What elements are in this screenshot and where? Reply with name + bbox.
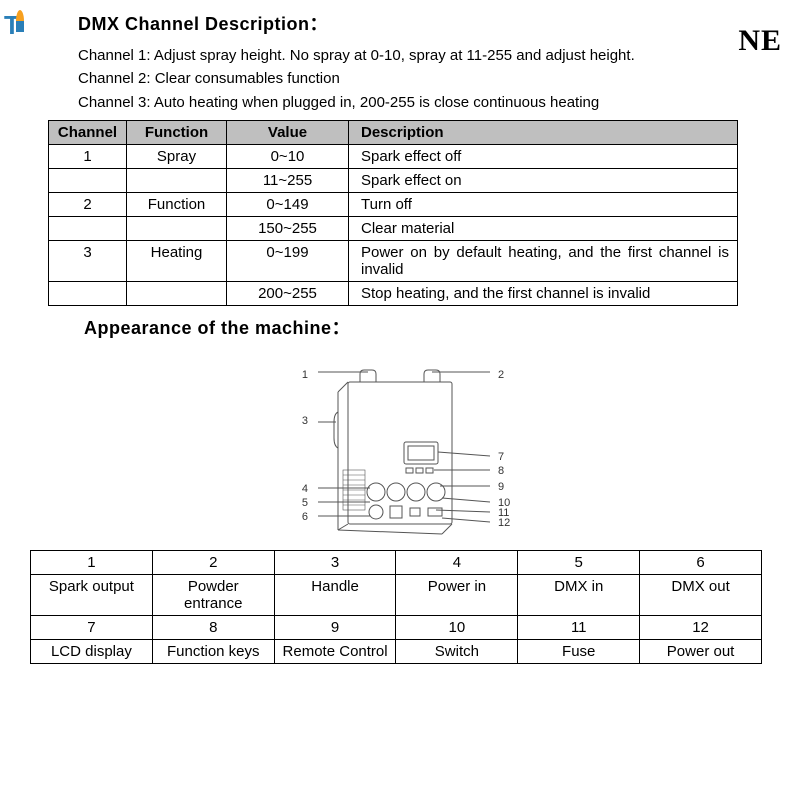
- cell-desc: Stop heating, and the first channel is i…: [349, 281, 738, 305]
- cell-desc: Turn off: [349, 192, 738, 216]
- machine-diagram: 134562789101112: [78, 352, 752, 540]
- cell-num: 11: [518, 615, 640, 639]
- cell-name: Fuse: [518, 639, 640, 663]
- svg-text:1: 1: [302, 369, 308, 381]
- cell-ch: [49, 281, 127, 305]
- svg-text:12: 12: [498, 517, 510, 529]
- svg-text:2: 2: [498, 369, 504, 381]
- cell-val: 11~255: [227, 168, 349, 192]
- cell-name: LCD display: [31, 639, 153, 663]
- cell-num: 2: [152, 550, 274, 574]
- logo-flame-icon: [16, 10, 24, 32]
- cell-val: 0~10: [227, 144, 349, 168]
- cell-name: DMX out: [640, 574, 762, 615]
- cell-ch: [49, 216, 127, 240]
- cell-desc: Clear material: [349, 216, 738, 240]
- svg-text:6: 6: [302, 511, 308, 523]
- th-description: Description: [349, 120, 738, 144]
- cell-num: 3: [274, 550, 396, 574]
- cell-num: 7: [31, 615, 153, 639]
- cell-name: Function keys: [152, 639, 274, 663]
- cell-name: Powder entrance: [152, 574, 274, 615]
- table-row: 2 Function 0~149 Turn off: [49, 192, 738, 216]
- cell-desc: Power on by default heating, and the fir…: [349, 240, 738, 281]
- section-title-dmx: DMX Channel Description：: [78, 10, 752, 36]
- section-title-appearance: Appearance of the machine：: [84, 314, 752, 340]
- th-function: Function: [127, 120, 227, 144]
- svg-text:3: 3: [302, 415, 308, 427]
- table-row: 7 8 9 10 11 12: [31, 615, 762, 639]
- cell-val: 150~255: [227, 216, 349, 240]
- cell-fn: Heating: [127, 240, 227, 281]
- parts-table: 1 2 3 4 5 6 Spark output Powder entrance…: [30, 550, 762, 664]
- cell-ch: 1: [49, 144, 127, 168]
- table-row: 3 Heating 0~199 Power on by default heat…: [49, 240, 738, 281]
- cell-fn: [127, 281, 227, 305]
- cell-num: 6: [640, 550, 762, 574]
- cell-name: Spark output: [31, 574, 153, 615]
- cell-fn: [127, 168, 227, 192]
- cell-desc: Spark effect on: [349, 168, 738, 192]
- cell-num: 1: [31, 550, 153, 574]
- channel-desc-2: Channel 2: Clear consumables function: [78, 67, 752, 90]
- cell-name: DMX in: [518, 574, 640, 615]
- cell-num: 10: [396, 615, 518, 639]
- cell-desc: Spark effect off: [349, 144, 738, 168]
- th-channel: Channel: [49, 120, 127, 144]
- svg-text:5: 5: [302, 497, 308, 509]
- cell-num: 8: [152, 615, 274, 639]
- channel-desc-1: Channel 1: Adjust spray height. No spray…: [78, 44, 752, 67]
- svg-text:7: 7: [498, 451, 504, 463]
- page-content: DMX Channel Description： Channel 1: Adju…: [0, 0, 800, 664]
- table-row: 200~255 Stop heating, and the first chan…: [49, 281, 738, 305]
- cell-ch: 3: [49, 240, 127, 281]
- svg-text:9: 9: [498, 481, 504, 493]
- svg-text:8: 8: [498, 465, 504, 477]
- cell-fn: Function: [127, 192, 227, 216]
- table-row: 1 Spray 0~10 Spark effect off: [49, 144, 738, 168]
- th-value: Value: [227, 120, 349, 144]
- dmx-channel-table: Channel Function Value Description 1 Spr…: [48, 120, 738, 306]
- cell-ch: 2: [49, 192, 127, 216]
- logo: T: [4, 10, 24, 41]
- svg-text:4: 4: [302, 483, 308, 495]
- corner-brand-text: NE: [738, 24, 782, 58]
- table-header-row: Channel Function Value Description: [49, 120, 738, 144]
- cell-num: 9: [274, 615, 396, 639]
- machine-diagram-svg: 134562789101112: [90, 352, 710, 537]
- cell-num: 4: [396, 550, 518, 574]
- cell-num: 12: [640, 615, 762, 639]
- cell-name: Handle: [274, 574, 396, 615]
- cell-ch: [49, 168, 127, 192]
- cell-name: Switch: [396, 639, 518, 663]
- table-row: 11~255 Spark effect on: [49, 168, 738, 192]
- cell-num: 5: [518, 550, 640, 574]
- cell-fn: [127, 216, 227, 240]
- cell-name: Power out: [640, 639, 762, 663]
- cell-fn: Spray: [127, 144, 227, 168]
- cell-val: 0~149: [227, 192, 349, 216]
- channel-desc-3: Channel 3: Auto heating when plugged in,…: [78, 91, 752, 114]
- cell-name: Power in: [396, 574, 518, 615]
- table-row: LCD display Function keys Remote Control…: [31, 639, 762, 663]
- cell-name: Remote Control: [274, 639, 396, 663]
- table-row: Spark output Powder entrance Handle Powe…: [31, 574, 762, 615]
- table-row: 150~255 Clear material: [49, 216, 738, 240]
- cell-val: 0~199: [227, 240, 349, 281]
- table-row: 1 2 3 4 5 6: [31, 550, 762, 574]
- cell-val: 200~255: [227, 281, 349, 305]
